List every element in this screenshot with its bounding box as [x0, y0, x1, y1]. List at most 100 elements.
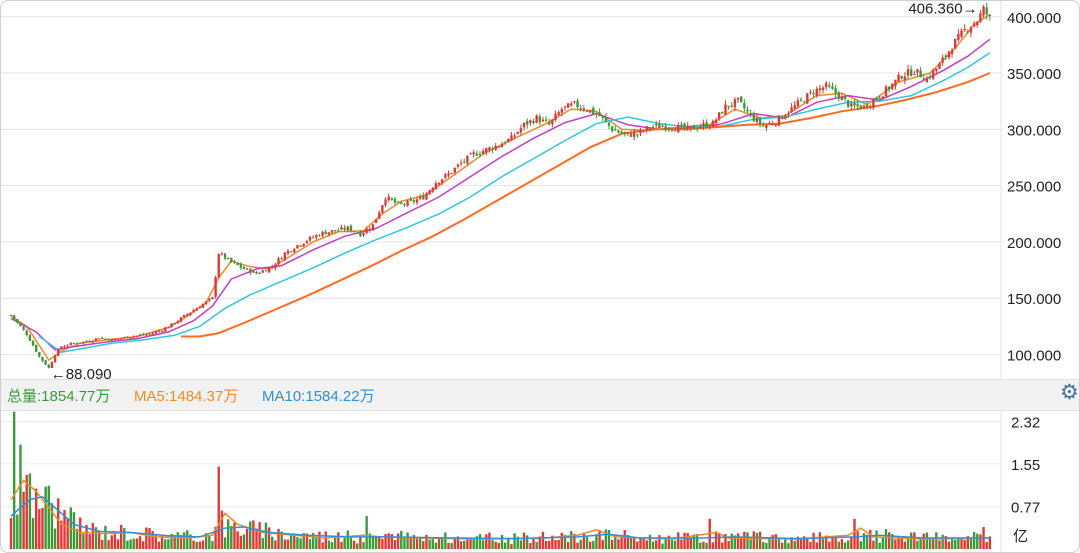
- candle-body: [406, 200, 409, 206]
- volume-bar: [780, 542, 784, 549]
- candle-body: [667, 127, 671, 129]
- candle-body: [891, 83, 894, 89]
- candle-body: [573, 101, 576, 103]
- volume-bar: [286, 539, 290, 549]
- candle-body: [239, 264, 242, 268]
- price-tick-label: 350.000: [1007, 66, 1061, 83]
- volume-bar: [343, 537, 346, 549]
- volume-bar: [610, 539, 614, 549]
- candle-body: [724, 104, 727, 115]
- volume-bar: [447, 542, 450, 549]
- high-annotation: 406.360→: [908, 1, 977, 18]
- candle-body: [233, 261, 236, 263]
- volume-bar: [393, 540, 397, 549]
- volume-bar: [667, 535, 671, 549]
- gear-icon[interactable]: ⚙: [1060, 381, 1079, 404]
- candle-body: [809, 91, 812, 93]
- candle-body: [113, 338, 117, 340]
- candle-body: [560, 109, 564, 113]
- candle-body: [437, 182, 441, 185]
- volume-bar: [887, 532, 891, 549]
- candle-body: [585, 110, 589, 112]
- volume-bar: [296, 537, 299, 549]
- candle-body: [922, 78, 925, 81]
- candle-body: [337, 230, 340, 232]
- candle-body: [494, 145, 497, 150]
- candle-body: [41, 356, 44, 361]
- volume-bar: [853, 518, 856, 549]
- candle-body: [686, 126, 689, 129]
- volume-bar: [463, 540, 466, 549]
- volume-bar: [198, 541, 202, 549]
- candle-body: [418, 196, 422, 199]
- volume-bar: [960, 537, 963, 549]
- candle-body: [374, 219, 378, 223]
- candle-body: [979, 13, 982, 22]
- volume-bar: [865, 534, 869, 549]
- candle-body: [220, 253, 224, 255]
- candle-body: [472, 152, 475, 155]
- volume-bar: [406, 532, 409, 549]
- candle-body: [126, 336, 129, 339]
- volume-bar: [116, 539, 120, 549]
- candle-body: [566, 103, 570, 108]
- volume-bar: [699, 542, 702, 549]
- volume-bar: [632, 537, 636, 549]
- candle-body: [548, 122, 551, 125]
- candle-body: [255, 271, 258, 274]
- volume-bar: [85, 524, 88, 549]
- candle-body: [170, 323, 173, 328]
- candle-body: [201, 303, 205, 308]
- candle-body: [72, 343, 76, 345]
- candle-body: [296, 245, 299, 249]
- price-tick-label: 200.000: [1007, 235, 1061, 252]
- volume-bar: [614, 535, 617, 549]
- candle-body: [384, 199, 387, 206]
- candle-body: [551, 119, 554, 125]
- candle-body: [311, 237, 315, 239]
- candle-body: [12, 315, 16, 320]
- volume-bar: [428, 539, 431, 549]
- volume-bar: [686, 533, 689, 549]
- volume-bar: [195, 542, 198, 549]
- candle-body: [941, 57, 944, 63]
- candle-body: [664, 125, 667, 130]
- candle-body: [204, 301, 208, 305]
- volume-bar: [91, 522, 95, 549]
- candle-body: [176, 321, 180, 324]
- volume-bar: [834, 536, 837, 549]
- volume-bar: [736, 533, 740, 549]
- volume-bar: [245, 528, 249, 549]
- candle-body: [818, 88, 822, 91]
- volume-bar: [459, 541, 463, 549]
- candle-body: [847, 100, 850, 107]
- volume-bar: [481, 540, 485, 549]
- candle-body: [85, 341, 88, 343]
- volume-bar: [774, 534, 778, 549]
- candle-body: [699, 126, 702, 128]
- volume-bar: [82, 533, 85, 549]
- candle-body: [293, 249, 296, 252]
- ma-line-3: [181, 72, 991, 338]
- candle-body: [519, 128, 523, 133]
- volume-bar: [661, 543, 664, 549]
- candle-body: [878, 97, 881, 99]
- volume-bar: [390, 534, 394, 549]
- volume-bar: [274, 540, 277, 549]
- candle-body: [434, 183, 438, 190]
- volume-bar: [963, 539, 966, 549]
- volume-bar: [422, 541, 425, 549]
- volume-bar: [119, 525, 123, 549]
- candle-body: [579, 108, 582, 110]
- volume-bar: [850, 537, 853, 549]
- volume-bar: [806, 537, 809, 549]
- volume-bar: [931, 539, 935, 549]
- candle-body: [969, 27, 973, 33]
- candle-body: [570, 103, 573, 106]
- candle-body: [525, 121, 529, 125]
- volume-bar: [485, 534, 488, 549]
- volume-bar: [41, 507, 44, 549]
- candle-body: [214, 277, 217, 297]
- volume-bar: [585, 536, 589, 549]
